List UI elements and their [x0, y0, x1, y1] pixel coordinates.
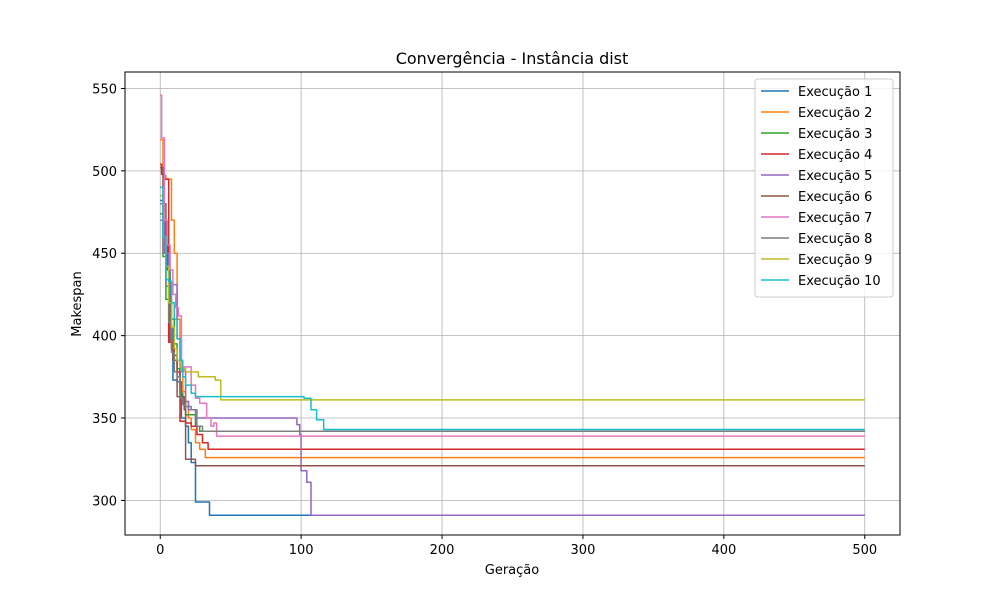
x-tick-label: 500 [852, 543, 877, 558]
legend-label-8: Execução 8 [798, 232, 872, 247]
legend-label-1: Execução 1 [798, 85, 872, 100]
legend-label-3: Execução 3 [798, 127, 872, 142]
x-tick-label: 0 [156, 543, 164, 558]
series-line-10 [160, 186, 865, 431]
legend-label-10: Execução 10 [798, 274, 881, 289]
legend-label-4: Execução 4 [798, 148, 872, 163]
legend: Execução 1 Execução 2 Execução 3 Execução 4… [754, 78, 894, 298]
y-tick-label: 350 [92, 412, 117, 427]
y-tick-label: 400 [92, 330, 117, 345]
x-tick-label: 200 [430, 543, 455, 558]
x-axis-ticks: 0 100 200 300 400 500 [156, 535, 877, 558]
series-line-7 [160, 94, 865, 437]
plot-frame [124, 71, 901, 536]
chart-title: Convergência - Instância dist [396, 49, 629, 68]
x-axis-label: Geração [485, 563, 539, 578]
y-tick-label: 500 [92, 165, 117, 180]
y-tick-label: 300 [92, 494, 117, 509]
y-tick-label: 450 [92, 247, 117, 262]
x-tick-label: 300 [571, 543, 596, 558]
legend-label-7: Execução 7 [798, 211, 872, 226]
legend-label-9: Execução 9 [798, 253, 872, 268]
y-axis-ticks: 300 350 400 450 500 550 [92, 82, 125, 509]
legend-label-2: Execução 2 [798, 106, 872, 121]
y-axis-label: Makespan [70, 271, 85, 336]
y-tick-label: 550 [92, 82, 117, 97]
series-line-8 [160, 203, 865, 432]
legend-label-5: Execução 5 [798, 169, 872, 184]
x-tick-label: 400 [711, 543, 736, 558]
x-tick-label: 100 [289, 543, 314, 558]
legend-box [754, 78, 894, 298]
series-lines [160, 94, 865, 516]
legend-label-6: Execução 6 [798, 190, 872, 205]
